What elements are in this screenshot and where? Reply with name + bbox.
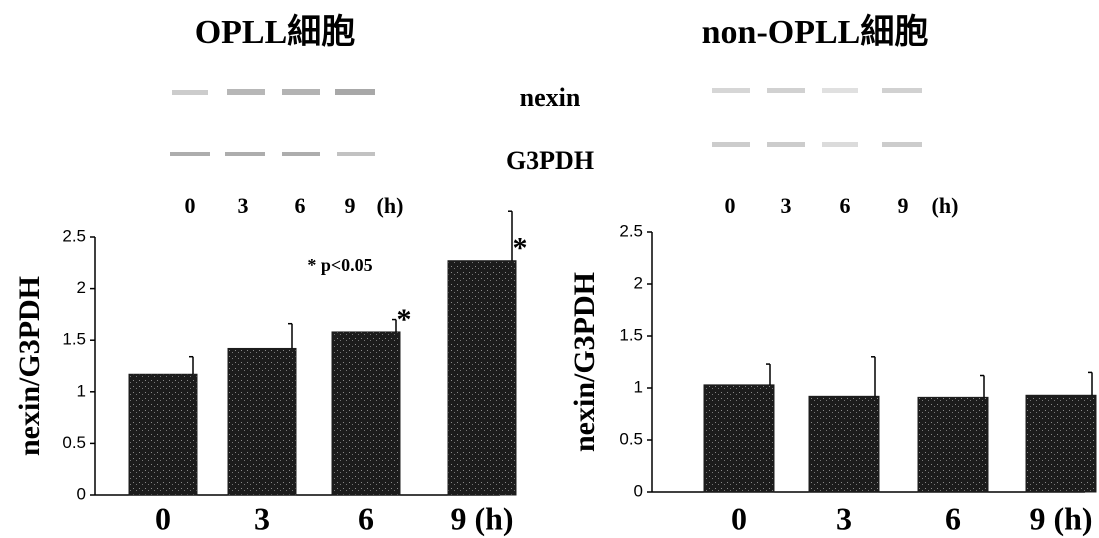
blot-lane-label: 9 bbox=[898, 193, 909, 218]
y-tick-label: 2.5 bbox=[619, 221, 643, 240]
blot-lane-label: 9 bbox=[345, 193, 356, 218]
y-tick-label: 1.5 bbox=[619, 325, 643, 344]
bar bbox=[809, 396, 879, 492]
x-tick-label: 3 bbox=[254, 500, 270, 536]
x-tick-label: 6 bbox=[358, 500, 374, 536]
blot-row-label: G3PDH bbox=[506, 146, 594, 175]
y-tick-label: 2 bbox=[634, 273, 643, 292]
y-tick-label: 2.5 bbox=[62, 226, 86, 245]
bar bbox=[332, 332, 400, 495]
bar bbox=[129, 374, 197, 495]
blot-lane-label: (h) bbox=[377, 193, 404, 218]
x-tick-label: 6 bbox=[945, 500, 961, 536]
bar bbox=[228, 348, 296, 495]
bar bbox=[1026, 395, 1096, 492]
x-tick-label: 3 bbox=[836, 500, 852, 536]
x-tick-label: 0 bbox=[155, 500, 171, 536]
y-tick-label: 1.5 bbox=[62, 330, 86, 349]
y-axis-label: nexin/G3PDH bbox=[568, 272, 601, 452]
y-axis-label: nexin/G3PDH bbox=[13, 276, 46, 456]
significance-marker: * bbox=[397, 303, 412, 336]
chart-title: non-OPLL細胞 bbox=[702, 13, 929, 51]
y-tick-label: 1 bbox=[634, 377, 643, 396]
blot-lane-label: 3 bbox=[238, 193, 249, 218]
y-tick-label: 2 bbox=[77, 278, 86, 297]
blot-lane-label: 0 bbox=[725, 193, 736, 218]
chart-title: OPLL細胞 bbox=[195, 13, 356, 51]
blot-lane-label: 6 bbox=[295, 193, 306, 218]
blot-lane-label: 3 bbox=[781, 193, 792, 218]
significance-marker: * bbox=[513, 232, 528, 265]
bar bbox=[448, 261, 516, 495]
figure: OPLL細胞 nexin G3PDH 0 3 6 9 (h) nexin/G3PDH 0 0.5 1 1… bbox=[0, 0, 1099, 538]
blot-row-label: nexin bbox=[520, 83, 581, 112]
y-tick-label: 0 bbox=[77, 484, 86, 503]
bar bbox=[704, 385, 774, 492]
y-tick-label: 1 bbox=[77, 381, 86, 400]
blot-lane-label: 6 bbox=[840, 193, 851, 218]
y-tick-label: 0 bbox=[634, 481, 643, 500]
y-tick-label: 0.5 bbox=[619, 429, 643, 448]
bar bbox=[918, 397, 988, 492]
x-tick-label: 9 (h) bbox=[450, 500, 513, 536]
x-tick-label: 0 bbox=[731, 500, 747, 536]
y-tick-label: 0.5 bbox=[62, 433, 86, 452]
blot-lane-label: (h) bbox=[932, 193, 959, 218]
x-tick-label: 9 (h) bbox=[1029, 500, 1092, 536]
annotation: * p<0.05 bbox=[307, 255, 372, 275]
blot-lane-label: 0 bbox=[185, 193, 196, 218]
